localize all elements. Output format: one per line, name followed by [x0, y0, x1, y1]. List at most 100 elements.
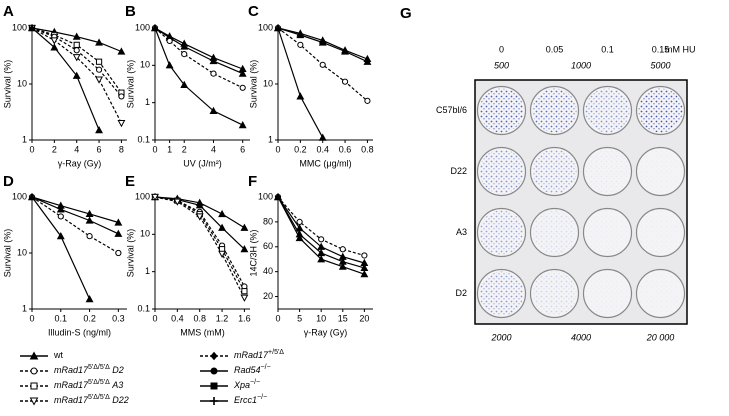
colonies	[532, 88, 577, 133]
marker	[73, 47, 80, 54]
marker	[295, 233, 304, 242]
x-axis-label: γ-Ray (Gy)	[304, 327, 348, 337]
marker	[114, 229, 123, 237]
marker	[339, 246, 346, 253]
colonies	[532, 271, 577, 316]
row-label: D2	[455, 288, 467, 298]
marker	[240, 245, 249, 253]
dose-label: 0	[499, 44, 504, 54]
x-tick-label: 0	[29, 313, 34, 323]
y-tick-label: 1	[268, 134, 273, 144]
x-tick-label: 6	[97, 144, 102, 154]
panel-letter: G	[400, 5, 412, 22]
marker	[296, 218, 303, 225]
marker	[117, 47, 126, 55]
marker	[180, 42, 189, 50]
legend-text-part: D22	[110, 395, 129, 405]
colonies	[585, 88, 630, 133]
marker	[28, 23, 36, 32]
cell-count: 4000	[571, 332, 591, 342]
y-axis-label: Survival (%)	[248, 60, 258, 109]
panel-letter: A	[3, 3, 14, 20]
marker	[30, 382, 38, 390]
legend-text-part: mRad17	[54, 365, 89, 375]
y-tick-label: 0.1	[137, 134, 150, 144]
y-axis-label: Survival (%)	[2, 60, 12, 109]
marker	[296, 92, 305, 100]
x-tick-label: 0.1	[55, 313, 68, 323]
legend-label: Rad54−/−	[234, 364, 271, 376]
legend-text-part: +/5′Δ	[268, 349, 284, 356]
marker	[95, 38, 103, 46]
panel: E 0.1 1 10 100 0 0.4 0.8 1.2 1.6 MMS (mM) Survival …	[125, 173, 251, 337]
x-tick-label: 1.2	[216, 313, 229, 323]
y-tick-label: 100	[258, 22, 273, 32]
legend-label: Xpa−/−	[233, 379, 260, 391]
legend-text-part: −/−	[257, 394, 267, 401]
marker	[56, 205, 65, 213]
marker	[72, 54, 81, 62]
x-tick-label: 1	[167, 144, 172, 154]
x-tick-label: 2	[52, 144, 57, 154]
panel-letter: C	[248, 3, 259, 20]
row-label: D22	[450, 166, 467, 176]
legend-text-part: Rad54	[234, 365, 261, 375]
marker	[341, 78, 349, 85]
y-tick-label: 100	[135, 191, 150, 201]
marker	[195, 213, 204, 221]
panel-letter: B	[125, 3, 136, 20]
marker	[210, 70, 217, 77]
x-tick-label: 2	[182, 144, 187, 154]
x-tick-label: 0.3	[112, 313, 125, 323]
series-line	[277, 196, 365, 275]
marker	[218, 250, 226, 259]
x-tick-label: 6	[240, 144, 245, 154]
marker	[72, 71, 81, 79]
marker	[29, 351, 39, 360]
marker	[29, 397, 39, 406]
marker	[209, 106, 218, 115]
y-tick-label: 1	[22, 303, 27, 313]
x-tick-label: 0	[275, 313, 280, 323]
series-line	[31, 27, 122, 124]
series-line	[31, 196, 119, 235]
dose-label: 0.05	[546, 44, 564, 54]
y-tick-label: 1	[145, 97, 150, 107]
y-tick-label: 80	[263, 216, 273, 226]
marker	[95, 125, 103, 134]
colonies	[585, 149, 630, 194]
marker	[317, 255, 326, 263]
colonies	[479, 88, 524, 133]
legend-text-part: mRad17	[234, 350, 269, 360]
colonies	[479, 149, 524, 194]
marker	[363, 57, 372, 65]
y-tick-label: 20	[263, 291, 273, 301]
marker	[274, 192, 282, 201]
panel-letter: E	[125, 173, 135, 190]
marker	[85, 294, 94, 303]
y-tick-label: 0.1	[137, 303, 150, 313]
colonies	[638, 271, 683, 316]
x-axis-label: UV (J/m²)	[183, 158, 222, 168]
colonies	[532, 210, 577, 255]
marker	[166, 37, 173, 45]
x-axis-label: MMS (mM)	[180, 327, 225, 337]
marker	[50, 37, 59, 45]
legend-text-part: 5′Δ/5′Δ	[88, 364, 110, 371]
legend-label: mRad175′Δ/5′Δ D22	[54, 394, 129, 406]
marker	[95, 76, 103, 84]
row-label: A3	[456, 227, 467, 237]
y-tick-label: 1	[22, 134, 27, 144]
marker	[240, 223, 249, 231]
x-tick-label: 0.6	[339, 144, 352, 154]
x-tick-label: 0.4	[316, 144, 329, 154]
y-tick-label: 10	[140, 60, 150, 70]
marker	[30, 367, 38, 375]
x-tick-label: 0.8	[361, 144, 374, 154]
row-label: C57bl/6	[436, 105, 467, 115]
series-line	[31, 27, 100, 131]
marker	[195, 201, 204, 209]
x-tick-label: 0.2	[294, 144, 307, 154]
legend-text-part: 5′Δ/5′Δ	[88, 394, 110, 401]
legend-text-part: −/−	[261, 364, 271, 371]
